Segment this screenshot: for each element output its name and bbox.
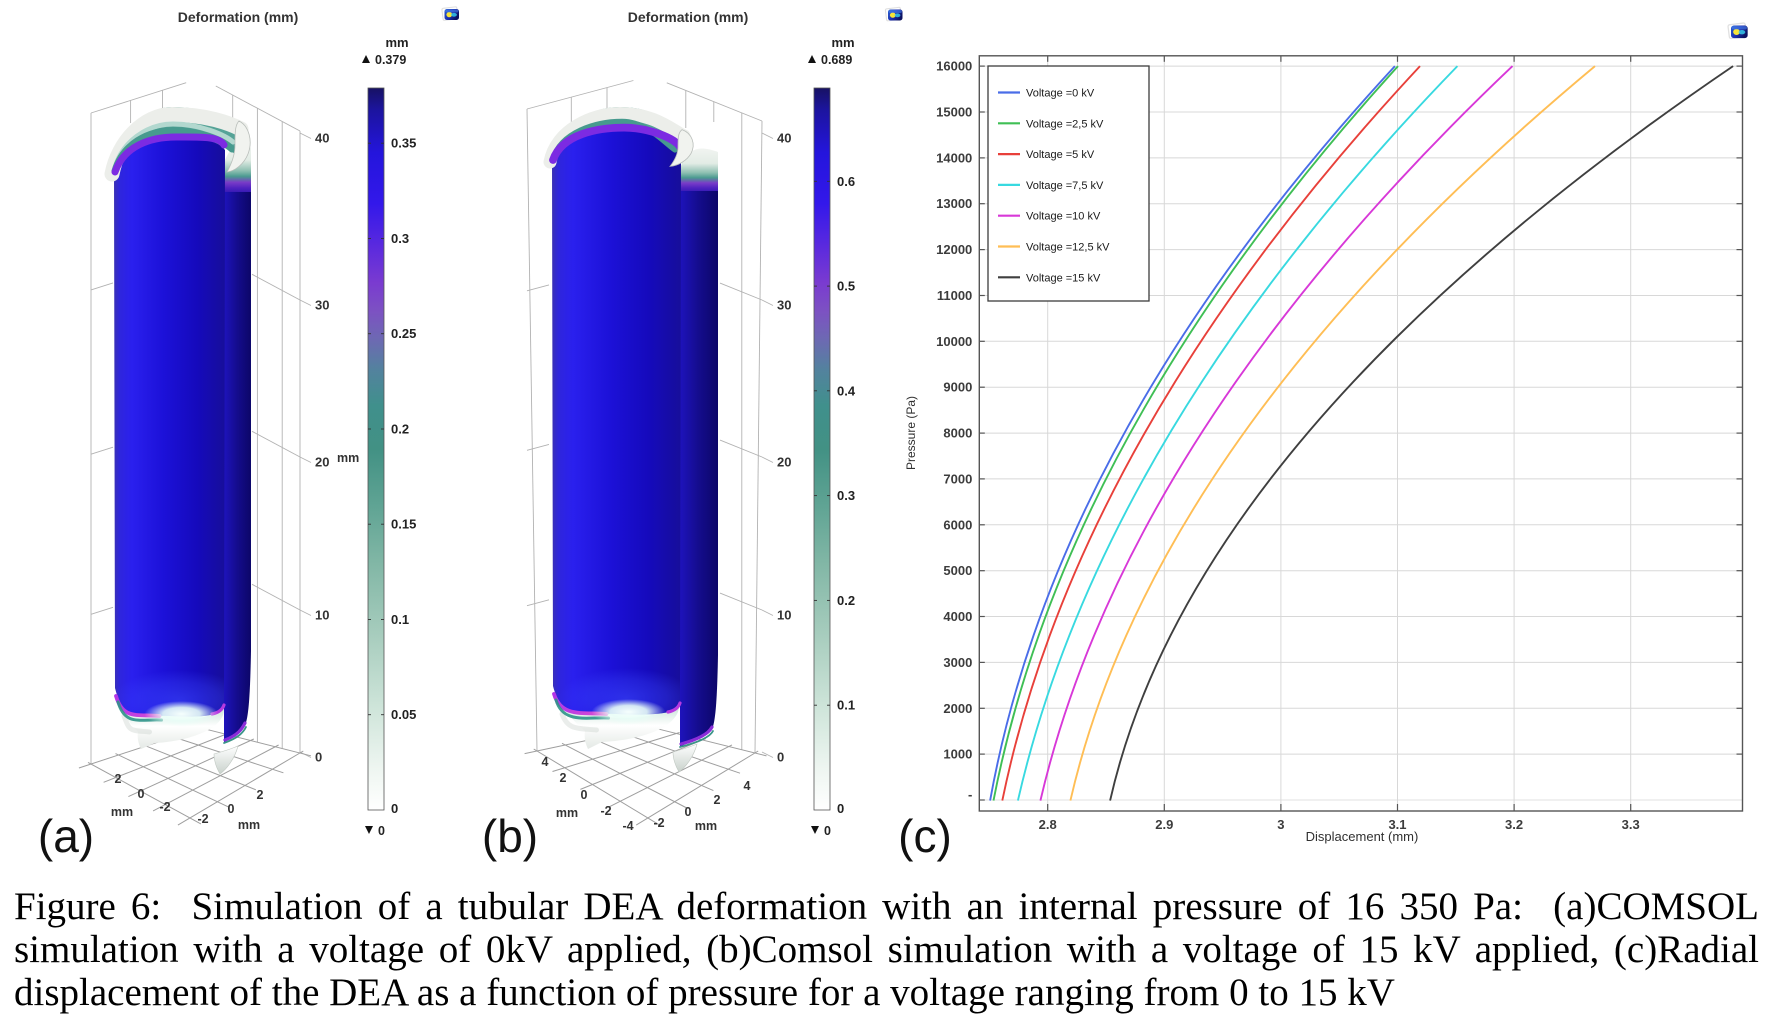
svg-text:0.3: 0.3 xyxy=(837,488,855,503)
svg-text:16000: 16000 xyxy=(936,59,972,74)
svg-text:0.05: 0.05 xyxy=(391,707,416,722)
svg-text:2000: 2000 xyxy=(943,701,972,716)
svg-text:4000: 4000 xyxy=(943,609,972,624)
svg-text:mm: mm xyxy=(556,806,578,820)
svg-text:mm: mm xyxy=(337,451,359,465)
svg-text:mm: mm xyxy=(111,805,133,819)
svg-text:0: 0 xyxy=(138,787,145,801)
svg-text:4: 4 xyxy=(744,779,751,793)
svg-text:0.15: 0.15 xyxy=(391,517,416,532)
svg-text:-2: -2 xyxy=(197,812,208,826)
svg-text:-2: -2 xyxy=(600,804,611,818)
svg-text:6000: 6000 xyxy=(943,517,972,532)
svg-text:Displacement (mm): Displacement (mm) xyxy=(1306,829,1419,844)
svg-text:1000: 1000 xyxy=(943,747,972,762)
svg-text:-4: -4 xyxy=(622,819,633,833)
svg-text:0.4: 0.4 xyxy=(837,383,856,398)
svg-text:Pressure (Pa): Pressure (Pa) xyxy=(904,396,918,470)
svg-text:-2: -2 xyxy=(653,816,664,830)
svg-text:2: 2 xyxy=(257,788,264,802)
svg-text:Voltage =15 kV: Voltage =15 kV xyxy=(1026,272,1101,284)
svg-text:2: 2 xyxy=(560,771,567,785)
svg-text:12000: 12000 xyxy=(936,242,972,257)
svg-text:Voltage =10 kV: Voltage =10 kV xyxy=(1026,211,1101,223)
svg-text:Deformation (mm): Deformation (mm) xyxy=(178,9,299,25)
svg-text:8000: 8000 xyxy=(943,426,972,441)
svg-text:30: 30 xyxy=(315,298,329,313)
svg-text:0: 0 xyxy=(824,824,831,838)
svg-text:0.689: 0.689 xyxy=(821,53,852,67)
svg-text:40: 40 xyxy=(777,131,791,146)
svg-text:40: 40 xyxy=(315,131,329,146)
svg-text:0.5: 0.5 xyxy=(837,279,855,294)
svg-text:10000: 10000 xyxy=(936,334,972,349)
svg-text:3000: 3000 xyxy=(943,655,972,670)
svg-text:0.25: 0.25 xyxy=(391,326,416,341)
svg-text:2: 2 xyxy=(115,772,122,786)
svg-text:7000: 7000 xyxy=(943,471,972,486)
svg-text:11000: 11000 xyxy=(937,288,972,303)
svg-text:0.2: 0.2 xyxy=(837,593,855,608)
svg-text:Voltage =7,5 kV: Voltage =7,5 kV xyxy=(1026,180,1104,192)
svg-text:0: 0 xyxy=(777,750,784,765)
svg-text:0.379: 0.379 xyxy=(375,53,406,67)
svg-text:(b): (b) xyxy=(482,810,538,862)
svg-text:15000: 15000 xyxy=(936,105,972,120)
svg-text:Voltage =2,5 kV: Voltage =2,5 kV xyxy=(1026,118,1104,130)
svg-text:9000: 9000 xyxy=(943,380,972,395)
svg-text:5000: 5000 xyxy=(943,563,972,578)
svg-text:0: 0 xyxy=(391,801,398,816)
svg-text:14000: 14000 xyxy=(936,150,972,165)
svg-text:Deformation (mm): Deformation (mm) xyxy=(628,9,749,25)
svg-text:30: 30 xyxy=(777,298,791,313)
svg-text:mm: mm xyxy=(385,35,408,50)
svg-text:-: - xyxy=(968,787,972,802)
svg-text:0: 0 xyxy=(581,788,588,802)
svg-text:3.3: 3.3 xyxy=(1622,817,1640,832)
svg-text:0.6: 0.6 xyxy=(837,174,855,189)
svg-text:(c): (c) xyxy=(898,810,952,862)
svg-text:2: 2 xyxy=(714,793,721,807)
svg-text:0.3: 0.3 xyxy=(391,231,409,246)
svg-text:4: 4 xyxy=(542,755,549,769)
svg-text:3.1: 3.1 xyxy=(1388,817,1406,832)
svg-text:-2: -2 xyxy=(159,800,170,814)
svg-text:13000: 13000 xyxy=(936,196,972,211)
svg-text:0: 0 xyxy=(837,801,844,816)
svg-text:Voltage =5 kV: Voltage =5 kV xyxy=(1026,149,1095,161)
svg-text:0: 0 xyxy=(228,802,235,816)
svg-text:0.35: 0.35 xyxy=(391,136,416,151)
svg-text:10: 10 xyxy=(777,608,791,623)
svg-text:(a): (a) xyxy=(38,810,94,862)
svg-text:Voltage =12,5 kV: Voltage =12,5 kV xyxy=(1026,242,1110,254)
svg-text:mm: mm xyxy=(695,819,717,833)
svg-text:0.2: 0.2 xyxy=(391,422,409,437)
svg-text:20: 20 xyxy=(777,455,791,470)
svg-text:0: 0 xyxy=(685,805,692,819)
svg-text:0: 0 xyxy=(378,824,385,838)
svg-text:mm: mm xyxy=(831,35,854,50)
svg-text:Voltage =0 kV: Voltage =0 kV xyxy=(1026,88,1095,100)
svg-text:3.2: 3.2 xyxy=(1505,817,1523,832)
svg-text:20: 20 xyxy=(315,455,329,470)
svg-text:10: 10 xyxy=(315,608,329,623)
svg-text:3: 3 xyxy=(1277,817,1284,832)
svg-text:0: 0 xyxy=(315,750,322,765)
svg-text:0.1: 0.1 xyxy=(391,612,409,627)
svg-text:2.9: 2.9 xyxy=(1155,817,1173,832)
svg-text:0.1: 0.1 xyxy=(837,698,855,713)
svg-text:2.8: 2.8 xyxy=(1039,817,1057,832)
svg-text:mm: mm xyxy=(238,818,260,832)
